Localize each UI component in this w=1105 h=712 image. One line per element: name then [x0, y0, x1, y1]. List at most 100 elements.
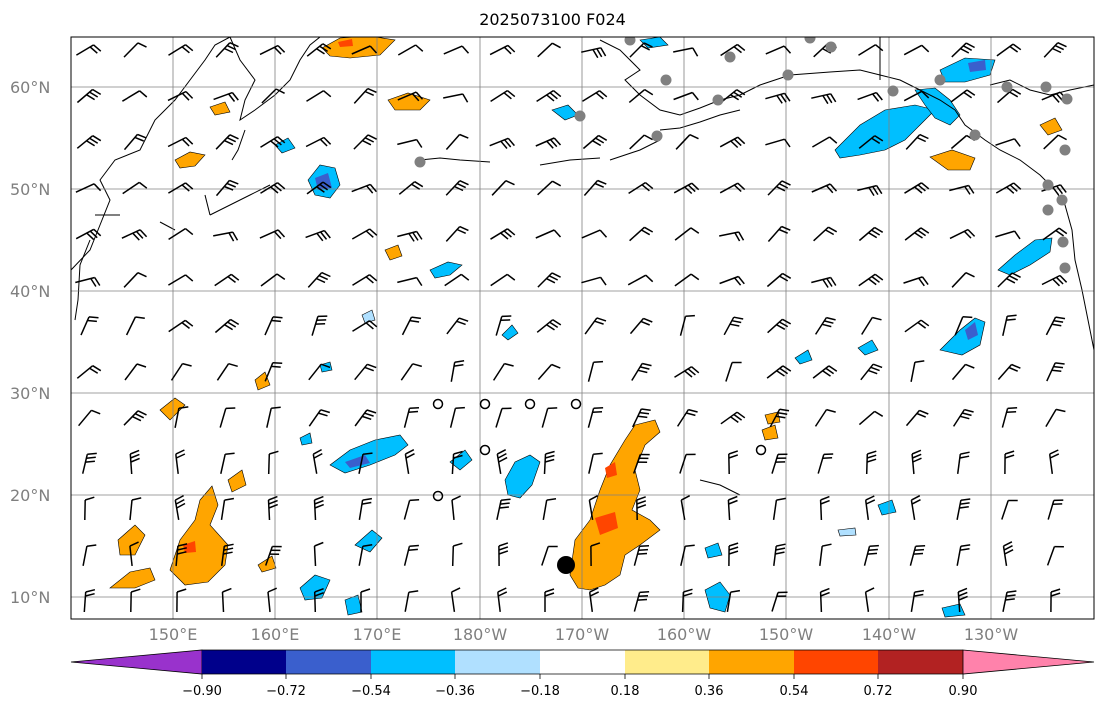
wind-barb: [403, 406, 420, 428]
wind-barb: [397, 276, 423, 287]
colorbar-extend-min: [70, 649, 203, 675]
contour-negative: [834, 104, 936, 159]
wind-barb: [909, 545, 926, 566]
wind-barb: [259, 229, 286, 240]
wind-barb: [220, 497, 235, 521]
wind-barb: [680, 495, 691, 521]
calm-marker: [479, 444, 491, 456]
latitude-label: 50°N: [10, 180, 51, 199]
wind-barb: [401, 316, 422, 336]
wind-barb: [168, 227, 194, 241]
wind-barb: [397, 230, 423, 242]
wind-barb: [728, 542, 739, 567]
wind-barb: [308, 363, 331, 381]
wind-barb: [817, 453, 834, 474]
wind-barb: [541, 407, 558, 428]
contour-positive: [174, 151, 206, 169]
wind-barb: [636, 496, 647, 521]
wind-barb: [904, 182, 930, 194]
contour-positive: [929, 149, 976, 171]
wind-barb: [674, 273, 700, 287]
wind-barb: [812, 136, 838, 148]
wind-barb: [496, 498, 511, 520]
wind-barb: [588, 495, 599, 521]
plot-area: [71, 37, 1094, 619]
wind-barb: [446, 317, 469, 335]
wind-barb: [397, 44, 424, 56]
wind-barb: [305, 136, 332, 148]
wind-barb: [1050, 588, 1061, 613]
contour-negative: [274, 137, 296, 154]
wind-barb: [1002, 590, 1017, 612]
wind-barb: [629, 317, 653, 335]
wind-barb: [84, 496, 95, 521]
wind-barb: [773, 543, 786, 566]
wind-barb: [857, 91, 883, 102]
wind-barb: [590, 542, 601, 567]
wind-barb: [581, 229, 608, 239]
wind-barb: [720, 43, 746, 57]
wind-barb: [680, 544, 695, 566]
wind-barb: [767, 318, 792, 334]
latitude-label: 10°N: [10, 588, 51, 607]
wind-barb: [1002, 541, 1014, 567]
wind-barb: [400, 363, 423, 381]
wind-barb: [215, 42, 239, 58]
wind-barb: [259, 44, 286, 56]
wind-barb: [819, 543, 832, 566]
colorbar-tick-label: 0.90: [948, 684, 978, 699]
contour-negative: [429, 261, 463, 279]
wind-barb: [1041, 274, 1068, 287]
wind-barb: [490, 89, 516, 103]
calm-marker: [432, 398, 444, 410]
longitude-label: 160°E: [250, 625, 300, 644]
wind-barb: [404, 449, 415, 475]
wind-barb: [267, 587, 278, 613]
wind-barb: [725, 361, 742, 382]
wind-barb: [451, 495, 461, 520]
wind-barb: [676, 408, 698, 427]
wind-barb: [629, 134, 653, 150]
wind-barb: [633, 544, 650, 566]
wind-barb: [766, 272, 792, 288]
wind-barb: [679, 453, 696, 474]
contour-negative: [299, 432, 313, 446]
wind-barb: [543, 450, 555, 475]
wind-barb: [1001, 407, 1018, 428]
wind-barb: [498, 542, 509, 567]
wind-barb: [313, 495, 324, 521]
wind-barb: [307, 271, 331, 288]
colorbar-tick-label: −0.18: [520, 684, 560, 699]
wind-barb: [167, 136, 194, 148]
wind-barb: [582, 90, 608, 102]
wind-barb: [174, 494, 186, 521]
wind-barb: [536, 89, 562, 103]
wind-barb: [858, 226, 884, 242]
wind-barb: [537, 42, 561, 58]
wind-barb: [490, 228, 516, 240]
wind-barb: [129, 497, 142, 521]
contour-positive: [117, 524, 146, 556]
contour-negative: [354, 529, 383, 553]
contour-negative: [794, 349, 813, 365]
wind-barb: [949, 228, 976, 240]
wind-barb: [444, 273, 470, 287]
wind-barb: [215, 179, 239, 197]
wind-barb: [627, 274, 654, 286]
coastlines: [71, 37, 1094, 496]
wind-barb: [214, 273, 240, 287]
wind-barb: [723, 316, 744, 336]
wind-barb: [496, 449, 508, 475]
wind-barb: [681, 588, 693, 613]
wind-barb: [910, 589, 925, 613]
wind-barb: [766, 365, 792, 379]
wind-barb: [772, 497, 786, 521]
contour-negative-strong: [968, 60, 986, 72]
calm-marker: [755, 444, 767, 456]
contour-negative: [361, 309, 376, 324]
wind-barb: [170, 362, 192, 381]
wind-barb: [358, 497, 373, 521]
wind-barb: [719, 275, 745, 286]
wind-barb: [443, 93, 469, 103]
contour-positive: [159, 397, 186, 421]
